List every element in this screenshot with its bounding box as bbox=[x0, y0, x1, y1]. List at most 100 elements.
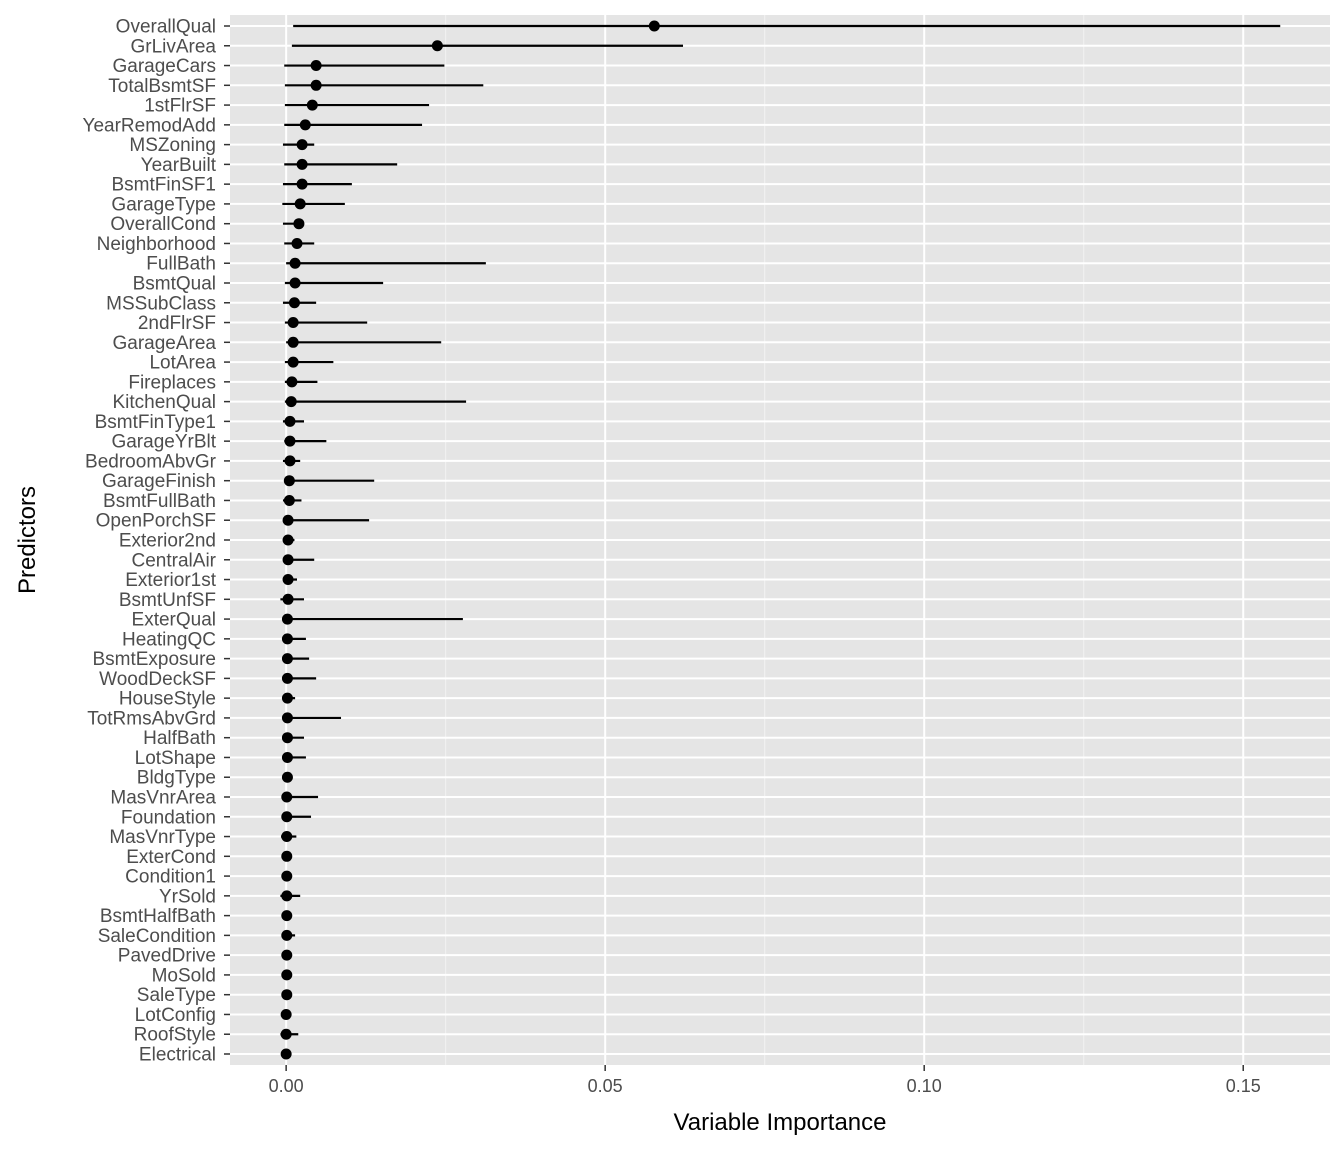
y-tick-label: YearRemodAdd bbox=[83, 115, 216, 136]
y-tick-label: HalfBath bbox=[143, 728, 216, 749]
point-FullBath bbox=[289, 257, 301, 269]
y-tick-label: PavedDrive bbox=[118, 946, 216, 967]
y-tick-label: HeatingQC bbox=[122, 629, 216, 650]
y-tick-label: Exterior1st bbox=[125, 570, 217, 591]
y-tick-label: TotRmsAbvGrd bbox=[87, 708, 216, 729]
x-tick-label: 0.00 bbox=[269, 1076, 304, 1096]
y-tick-label: BsmtHalfBath bbox=[100, 906, 216, 927]
y-tick-label: 2ndFlrSF bbox=[138, 313, 216, 334]
point-LotArea bbox=[287, 356, 299, 368]
y-tick-label: LotConfig bbox=[135, 1005, 216, 1026]
y-tick-label: GarageYrBlt bbox=[111, 432, 216, 453]
y-tick-label: Electrical bbox=[139, 1045, 216, 1066]
y-tick-label: BldgType bbox=[137, 768, 216, 789]
y-tick-label: LotShape bbox=[135, 748, 216, 769]
y-tick-label: BsmtFinType1 bbox=[95, 412, 216, 433]
x-axis-title: Variable Importance bbox=[674, 1109, 887, 1136]
point-Foundation bbox=[281, 811, 293, 823]
point-BsmtFullBath bbox=[283, 494, 295, 506]
point-HeatingQC bbox=[281, 633, 293, 645]
point-OpenPorchSF bbox=[282, 514, 294, 526]
point-OverallCond bbox=[293, 218, 305, 230]
y-tick-label: BsmtExposure bbox=[92, 649, 216, 670]
point-Condition1 bbox=[281, 870, 293, 882]
point-BedroomAbvGr bbox=[284, 455, 296, 467]
y-tick-label: YearBuilt bbox=[141, 155, 217, 176]
y-tick-label: BsmtUnfSF bbox=[119, 590, 216, 611]
point-1stFlrSF bbox=[306, 99, 318, 111]
x-tick-label: 0.05 bbox=[588, 1076, 623, 1096]
point-GarageYrBlt bbox=[284, 435, 296, 447]
y-tick-label: Neighborhood bbox=[97, 234, 216, 255]
y-tick-label: ExterCond bbox=[126, 847, 216, 868]
point-MasVnrArea bbox=[281, 791, 293, 803]
point-CentralAir bbox=[282, 554, 294, 566]
y-tick-label: TotalBsmtSF bbox=[108, 76, 216, 97]
y-tick-label: GarageCars bbox=[113, 56, 217, 77]
point-BsmtUnfSF bbox=[282, 593, 294, 605]
point-GarageArea bbox=[287, 336, 299, 348]
y-tick-label: GrLivArea bbox=[130, 36, 216, 57]
x-tick-label: 0.15 bbox=[1226, 1076, 1261, 1096]
y-tick-label: SaleType bbox=[137, 985, 216, 1006]
y-tick-label: GarageType bbox=[111, 194, 216, 215]
point-Neighborhood bbox=[291, 237, 303, 249]
y-tick-label: BsmtFinSF1 bbox=[111, 175, 216, 196]
point-ExterCond bbox=[281, 850, 293, 862]
y-tick-label: OpenPorchSF bbox=[96, 511, 216, 532]
y-tick-label: RoofStyle bbox=[134, 1025, 216, 1046]
point-SaleType bbox=[281, 989, 293, 1001]
point-OverallQual bbox=[648, 20, 660, 32]
y-tick-label: HouseStyle bbox=[119, 689, 216, 710]
y-tick-label: Fireplaces bbox=[128, 372, 216, 393]
y-tick-label: MSZoning bbox=[129, 135, 216, 156]
y-tick-label: Condition1 bbox=[125, 867, 216, 888]
y-tick-label: MasVnrArea bbox=[110, 788, 216, 809]
point-2ndFlrSF bbox=[287, 317, 299, 329]
y-tick-label: OverallCond bbox=[110, 214, 216, 235]
point-GarageFinish bbox=[283, 475, 295, 487]
point-ExterQual bbox=[281, 613, 293, 625]
y-tick-label: GarageFinish bbox=[102, 471, 216, 492]
point-BsmtExposure bbox=[281, 653, 293, 665]
y-tick-label: FullBath bbox=[146, 254, 216, 275]
point-BsmtHalfBath bbox=[281, 910, 293, 922]
y-tick-label: BedroomAbvGr bbox=[85, 451, 217, 472]
point-LotConfig bbox=[280, 1008, 292, 1020]
point-WoodDeckSF bbox=[281, 672, 293, 684]
y-tick-label: BsmtQual bbox=[133, 274, 216, 295]
point-MSSubClass bbox=[288, 297, 300, 309]
point-RoofStyle bbox=[280, 1028, 292, 1040]
point-GrLivArea bbox=[431, 40, 443, 52]
y-tick-label: MoSold bbox=[152, 965, 216, 986]
y-tick-label: YrSold bbox=[159, 886, 216, 907]
point-BsmtFinSF1 bbox=[296, 178, 308, 190]
x-tick-label: 0.10 bbox=[907, 1076, 942, 1096]
y-tick-label: BsmtFullBath bbox=[103, 491, 216, 512]
point-HalfBath bbox=[281, 732, 293, 744]
point-TotRmsAbvGrd bbox=[281, 712, 293, 724]
point-Fireplaces bbox=[286, 376, 298, 388]
point-PavedDrive bbox=[281, 949, 293, 961]
point-KitchenQual bbox=[285, 396, 297, 408]
point-BsmtFinType1 bbox=[284, 415, 296, 427]
y-tick-label: OverallQual bbox=[116, 17, 216, 38]
y-tick-label: LotArea bbox=[149, 353, 216, 374]
point-GarageCars bbox=[310, 60, 322, 72]
point-MoSold bbox=[281, 969, 293, 981]
point-YearBuilt bbox=[296, 158, 308, 170]
y-tick-label: MasVnrType bbox=[109, 827, 216, 848]
point-Electrical bbox=[280, 1048, 292, 1060]
point-YrSold bbox=[281, 890, 293, 902]
point-BldgType bbox=[281, 771, 293, 783]
point-TotalBsmtSF bbox=[310, 79, 322, 91]
point-LotShape bbox=[281, 751, 293, 763]
point-HouseStyle bbox=[281, 692, 293, 704]
point-GarageType bbox=[294, 198, 306, 210]
y-tick-label: KitchenQual bbox=[112, 392, 216, 413]
point-Exterior2nd bbox=[282, 534, 294, 546]
y-tick-label: CentralAir bbox=[132, 550, 217, 571]
point-Exterior1st bbox=[282, 574, 294, 586]
point-YearRemodAdd bbox=[299, 119, 311, 131]
